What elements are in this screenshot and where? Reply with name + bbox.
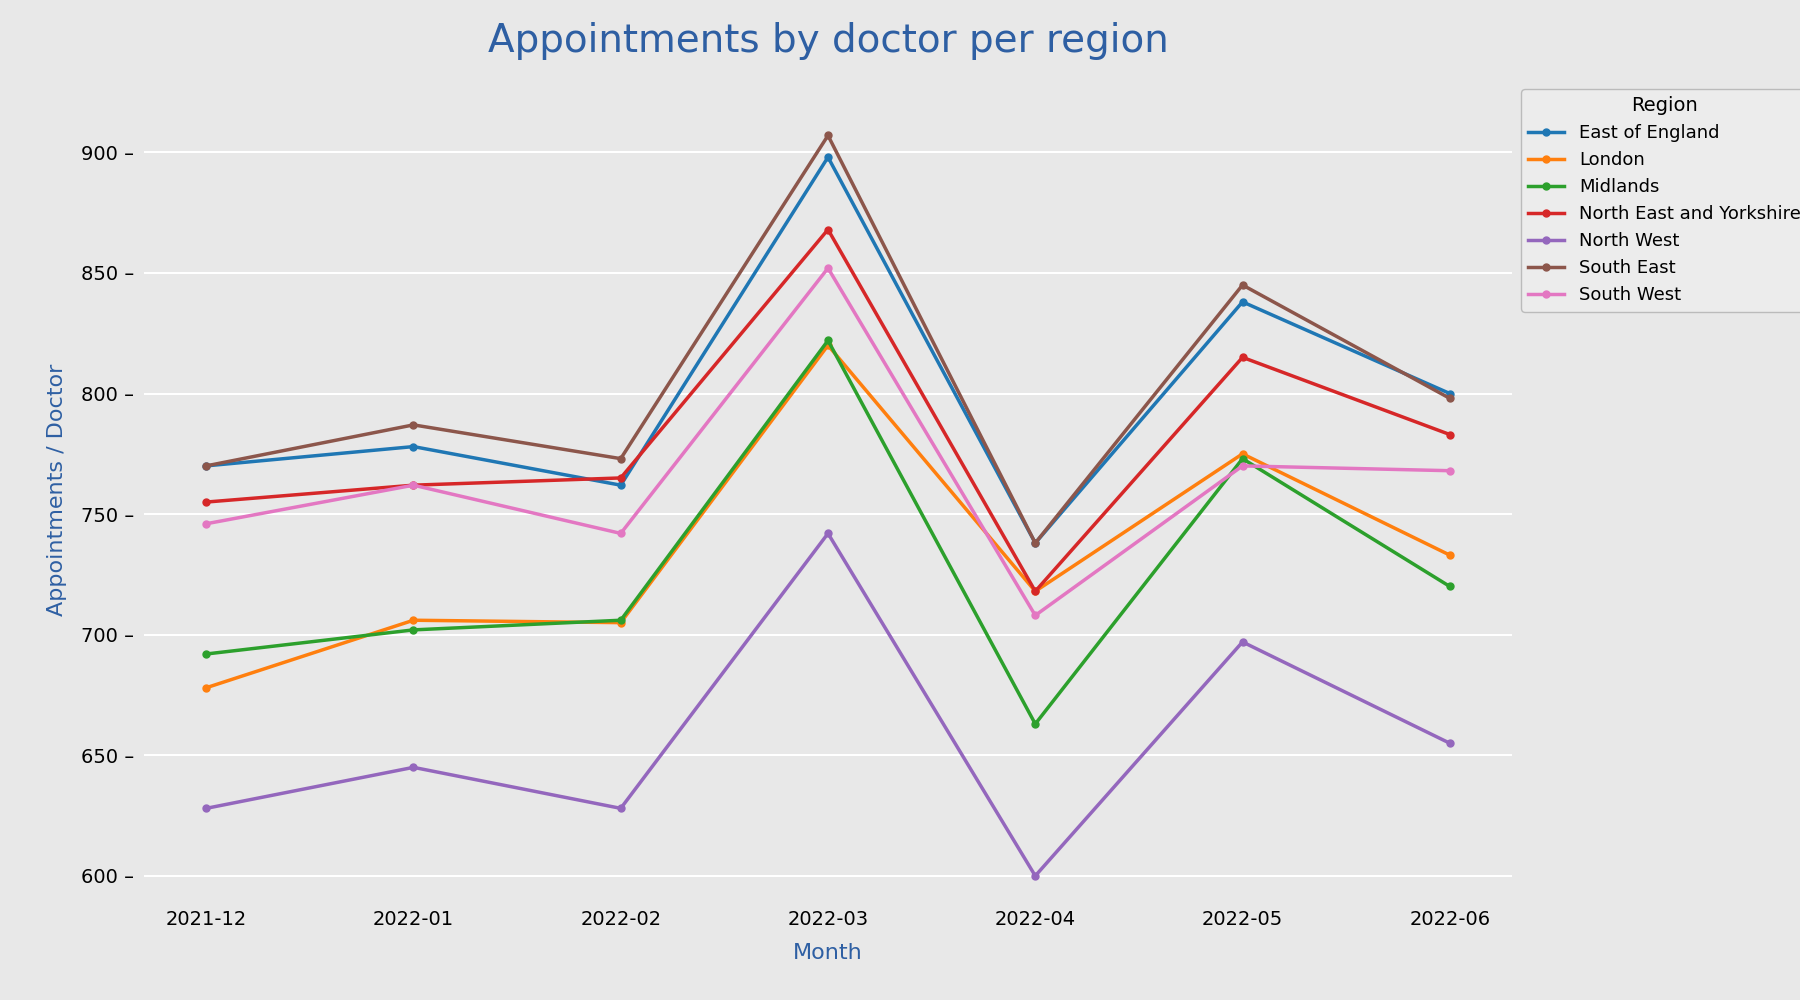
Midlands	[196, 648, 218, 660]
Midlands	[1231, 453, 1253, 465]
South West	[610, 527, 632, 539]
Line: South East: South East	[203, 132, 1453, 547]
Line: North West: North West	[203, 530, 1453, 879]
East of England	[1231, 296, 1253, 308]
South East	[1231, 279, 1253, 291]
East of England	[196, 460, 218, 472]
South East	[817, 129, 839, 141]
Y-axis label: Appointments / Doctor: Appointments / Doctor	[47, 364, 67, 616]
North West	[1024, 870, 1046, 882]
Midlands	[610, 614, 632, 626]
North West	[196, 802, 218, 814]
East of England	[610, 479, 632, 491]
North West	[1438, 737, 1460, 749]
Line: North East and Yorkshire: North East and Yorkshire	[203, 226, 1453, 595]
London	[403, 614, 425, 626]
London	[196, 682, 218, 694]
London	[1024, 585, 1046, 597]
North East and Yorkshire	[817, 224, 839, 236]
Midlands	[1438, 580, 1460, 592]
South West	[403, 479, 425, 491]
North East and Yorkshire	[1231, 351, 1253, 363]
East of England	[817, 151, 839, 163]
North East and Yorkshire	[1438, 429, 1460, 441]
North East and Yorkshire	[403, 479, 425, 491]
North West	[817, 527, 839, 539]
Midlands	[403, 624, 425, 636]
East of England	[403, 441, 425, 453]
Midlands	[817, 334, 839, 346]
Line: London: London	[203, 342, 1453, 691]
London	[817, 339, 839, 351]
South West	[1024, 609, 1046, 621]
South West	[1231, 460, 1253, 472]
London	[1438, 549, 1460, 561]
North East and Yorkshire	[1024, 585, 1046, 597]
South West	[817, 262, 839, 274]
North West	[403, 761, 425, 773]
North West	[610, 802, 632, 814]
Title: Appointments by doctor per region: Appointments by doctor per region	[488, 22, 1168, 60]
North East and Yorkshire	[196, 496, 218, 508]
South East	[610, 453, 632, 465]
South East	[403, 419, 425, 431]
North East and Yorkshire	[610, 472, 632, 484]
Line: Midlands: Midlands	[203, 337, 1453, 727]
Line: South West: South West	[203, 265, 1453, 619]
East of England	[1024, 537, 1046, 549]
South East	[1438, 392, 1460, 404]
X-axis label: Month: Month	[794, 943, 862, 963]
South East	[1024, 537, 1046, 549]
Legend: East of England, London, Midlands, North East and Yorkshire, North West, South E: East of England, London, Midlands, North…	[1521, 89, 1800, 312]
London	[1231, 448, 1253, 460]
East of England	[1438, 388, 1460, 400]
South West	[1438, 465, 1460, 477]
Midlands	[1024, 718, 1046, 730]
North West	[1231, 636, 1253, 648]
Line: East of England: East of England	[203, 154, 1453, 547]
South West	[196, 518, 218, 530]
South East	[196, 460, 218, 472]
London	[610, 617, 632, 629]
